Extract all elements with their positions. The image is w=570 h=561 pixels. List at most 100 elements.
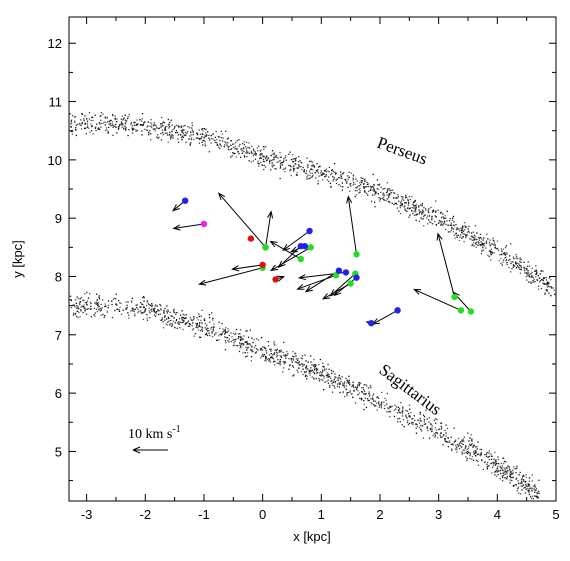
arm-dot	[241, 150, 243, 152]
arm-dot	[374, 190, 376, 192]
arm-dot	[472, 459, 475, 461]
arm-dot	[431, 211, 434, 213]
arm-dot	[70, 123, 72, 125]
arm-dot	[523, 487, 525, 489]
arm-dot	[286, 350, 288, 353]
arm-dot	[358, 385, 360, 387]
arm-dot	[375, 191, 377, 194]
arm-dot	[99, 123, 101, 125]
arm-dot	[466, 459, 468, 462]
arm-dot	[426, 217, 428, 219]
arm-dot	[494, 460, 496, 462]
arm-dot	[205, 332, 208, 334]
arm-dot	[405, 202, 407, 204]
arm-dot	[288, 164, 290, 167]
arm-dot	[363, 408, 365, 411]
arm-dot	[125, 301, 127, 303]
arm-dot	[511, 473, 513, 475]
arm-dot	[127, 301, 129, 303]
arm-dot	[488, 243, 491, 245]
arm-dot	[353, 386, 355, 388]
arm-dot	[123, 127, 125, 129]
arm-dot	[334, 381, 337, 383]
arm-dot	[406, 421, 409, 424]
arm-dot	[420, 204, 422, 206]
arm-dot	[436, 432, 439, 435]
arm-dot	[147, 125, 149, 127]
arm-dot	[434, 436, 436, 438]
arm-dot	[377, 193, 379, 195]
arm-dot	[539, 281, 541, 283]
arm-dot	[302, 364, 305, 366]
arm-dot	[366, 181, 368, 183]
y-tick-label: 6	[55, 386, 62, 401]
arm-dot	[366, 385, 368, 387]
arm-dot	[276, 356, 278, 358]
arm-dot	[291, 361, 293, 363]
arm-dot	[536, 271, 538, 273]
arm-dot	[350, 172, 352, 174]
arm-dot	[259, 150, 261, 152]
arm-dot	[185, 141, 187, 144]
arm-dot	[304, 374, 307, 376]
arm-dot	[453, 225, 456, 227]
arm-dot	[334, 373, 336, 375]
arm-dot	[224, 332, 226, 334]
arm-dot	[488, 464, 490, 467]
arm-dot	[277, 161, 279, 163]
arm-dot	[185, 317, 187, 319]
arm-dot	[497, 470, 499, 472]
arm-dot	[372, 185, 374, 187]
arm-dot	[459, 230, 461, 232]
arm-dot	[119, 124, 121, 127]
arm-dot	[193, 316, 195, 318]
arm-dot	[435, 216, 437, 218]
arm-dot	[288, 153, 290, 155]
arm-dot	[160, 309, 162, 311]
arm-dot	[440, 216, 443, 219]
arm-dot	[362, 389, 365, 391]
arm-dot	[107, 307, 109, 309]
arm-dot	[163, 311, 165, 313]
arm-dot	[466, 234, 468, 236]
arm-dot	[488, 241, 491, 243]
arm-dot	[333, 177, 335, 179]
arm-dot	[515, 263, 517, 266]
arm-dot	[472, 244, 474, 246]
arm-dot	[245, 346, 247, 349]
arm-dot	[396, 197, 398, 199]
arm-dot	[206, 334, 209, 337]
arm-dot	[199, 336, 202, 338]
arm-dot	[533, 488, 535, 490]
arm-dot	[189, 144, 191, 146]
arm-dot	[292, 366, 295, 368]
arm-dot	[209, 321, 211, 323]
arm-dot	[279, 162, 282, 164]
arm-dot	[507, 465, 509, 467]
arm-dot	[299, 364, 301, 366]
arm-dot	[368, 393, 370, 395]
arm-dot	[164, 128, 166, 130]
arm-dot	[409, 214, 411, 216]
arm-dot	[365, 384, 367, 386]
arm-dot	[525, 476, 527, 479]
arm-dot	[284, 355, 286, 357]
arm-dot	[504, 473, 507, 475]
arm-dot	[292, 358, 294, 360]
arm-dot	[279, 164, 282, 166]
arm-dot	[544, 293, 546, 295]
arm-dot	[401, 411, 403, 413]
arm-dot	[289, 165, 291, 167]
arm-dot	[370, 186, 372, 188]
arm-dot	[107, 304, 110, 306]
arm-dot	[94, 302, 96, 304]
arm-dot	[149, 317, 151, 319]
arm-dot	[549, 276, 551, 278]
arm-dot	[251, 349, 253, 351]
arm-dot	[440, 211, 442, 213]
arm-dot	[121, 115, 123, 117]
arm-dot	[434, 435, 437, 437]
arm-dot	[483, 461, 486, 464]
arm-dot	[529, 487, 531, 489]
arm-dot	[434, 220, 436, 223]
